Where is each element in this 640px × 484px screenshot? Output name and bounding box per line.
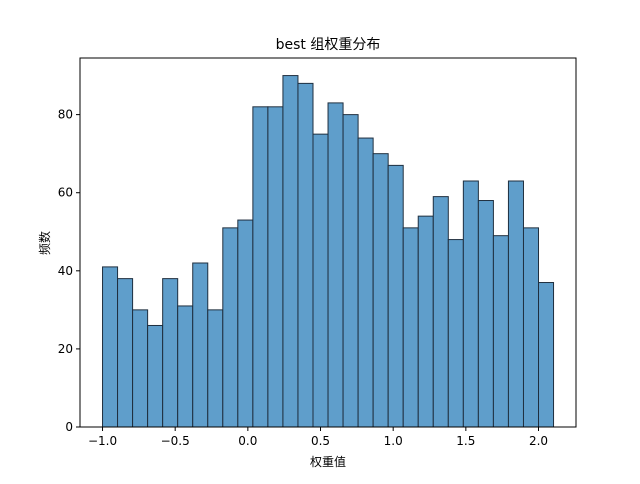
histogram-bar [132, 309, 149, 428]
x-tick-label: 1.5 [456, 434, 475, 448]
histogram-bar [387, 164, 404, 428]
x-axis-label: 权重值 [310, 454, 346, 469]
x-tick-label: 1.0 [384, 434, 403, 448]
histogram-bar [477, 200, 494, 428]
x-tick-label: 0.0 [238, 434, 257, 448]
histogram-bar [312, 133, 329, 428]
histogram-bar [402, 227, 419, 428]
y-tick-label: 40 [58, 264, 73, 278]
x-tick-label: −1.0 [88, 434, 117, 448]
histogram-bar [102, 266, 119, 428]
y-axis-ticks: 0 20 40 60 80 [58, 108, 80, 434]
histogram-bar [192, 262, 209, 428]
histogram-bar [492, 235, 509, 428]
plot-frame [79, 57, 577, 428]
histogram-bar [327, 102, 344, 428]
histogram-bar [372, 153, 389, 428]
histogram-bar [522, 227, 540, 428]
histogram-bar [117, 278, 134, 428]
histogram-bar [447, 239, 464, 428]
histogram-bar [357, 137, 374, 428]
histogram-bar [147, 324, 164, 428]
y-tick-label: 60 [58, 186, 73, 200]
histogram-bar [207, 309, 224, 428]
histogram-bar [252, 106, 269, 428]
histogram-bar [177, 305, 194, 428]
y-tick-label: 80 [58, 108, 73, 122]
histogram-bar [237, 219, 254, 428]
histogram-bar [162, 278, 179, 428]
histogram-bar [462, 180, 479, 428]
histogram-bar [222, 227, 239, 428]
y-tick-label: 20 [58, 342, 73, 356]
histogram-bar [282, 75, 299, 428]
x-tick-label: −0.5 [161, 434, 190, 448]
histogram-bar [297, 82, 314, 428]
x-tick-label: 2.0 [529, 434, 548, 448]
histogram-bar [342, 114, 359, 428]
bars-group [102, 75, 555, 428]
chart-title: best 组权重分布 [276, 37, 381, 53]
histogram-bar [432, 196, 449, 428]
histogram-bar [507, 180, 524, 428]
histogram-bar [417, 215, 434, 428]
histogram-bar [267, 106, 284, 428]
histogram-bar [538, 282, 555, 428]
y-tick-label: 0 [65, 420, 73, 434]
y-axis-label: 频数 [37, 231, 52, 255]
x-tick-label: 0.5 [311, 434, 330, 448]
x-axis-ticks: −1.0 −0.5 0.0 0.5 1.0 1.5 2.0 [88, 427, 548, 448]
